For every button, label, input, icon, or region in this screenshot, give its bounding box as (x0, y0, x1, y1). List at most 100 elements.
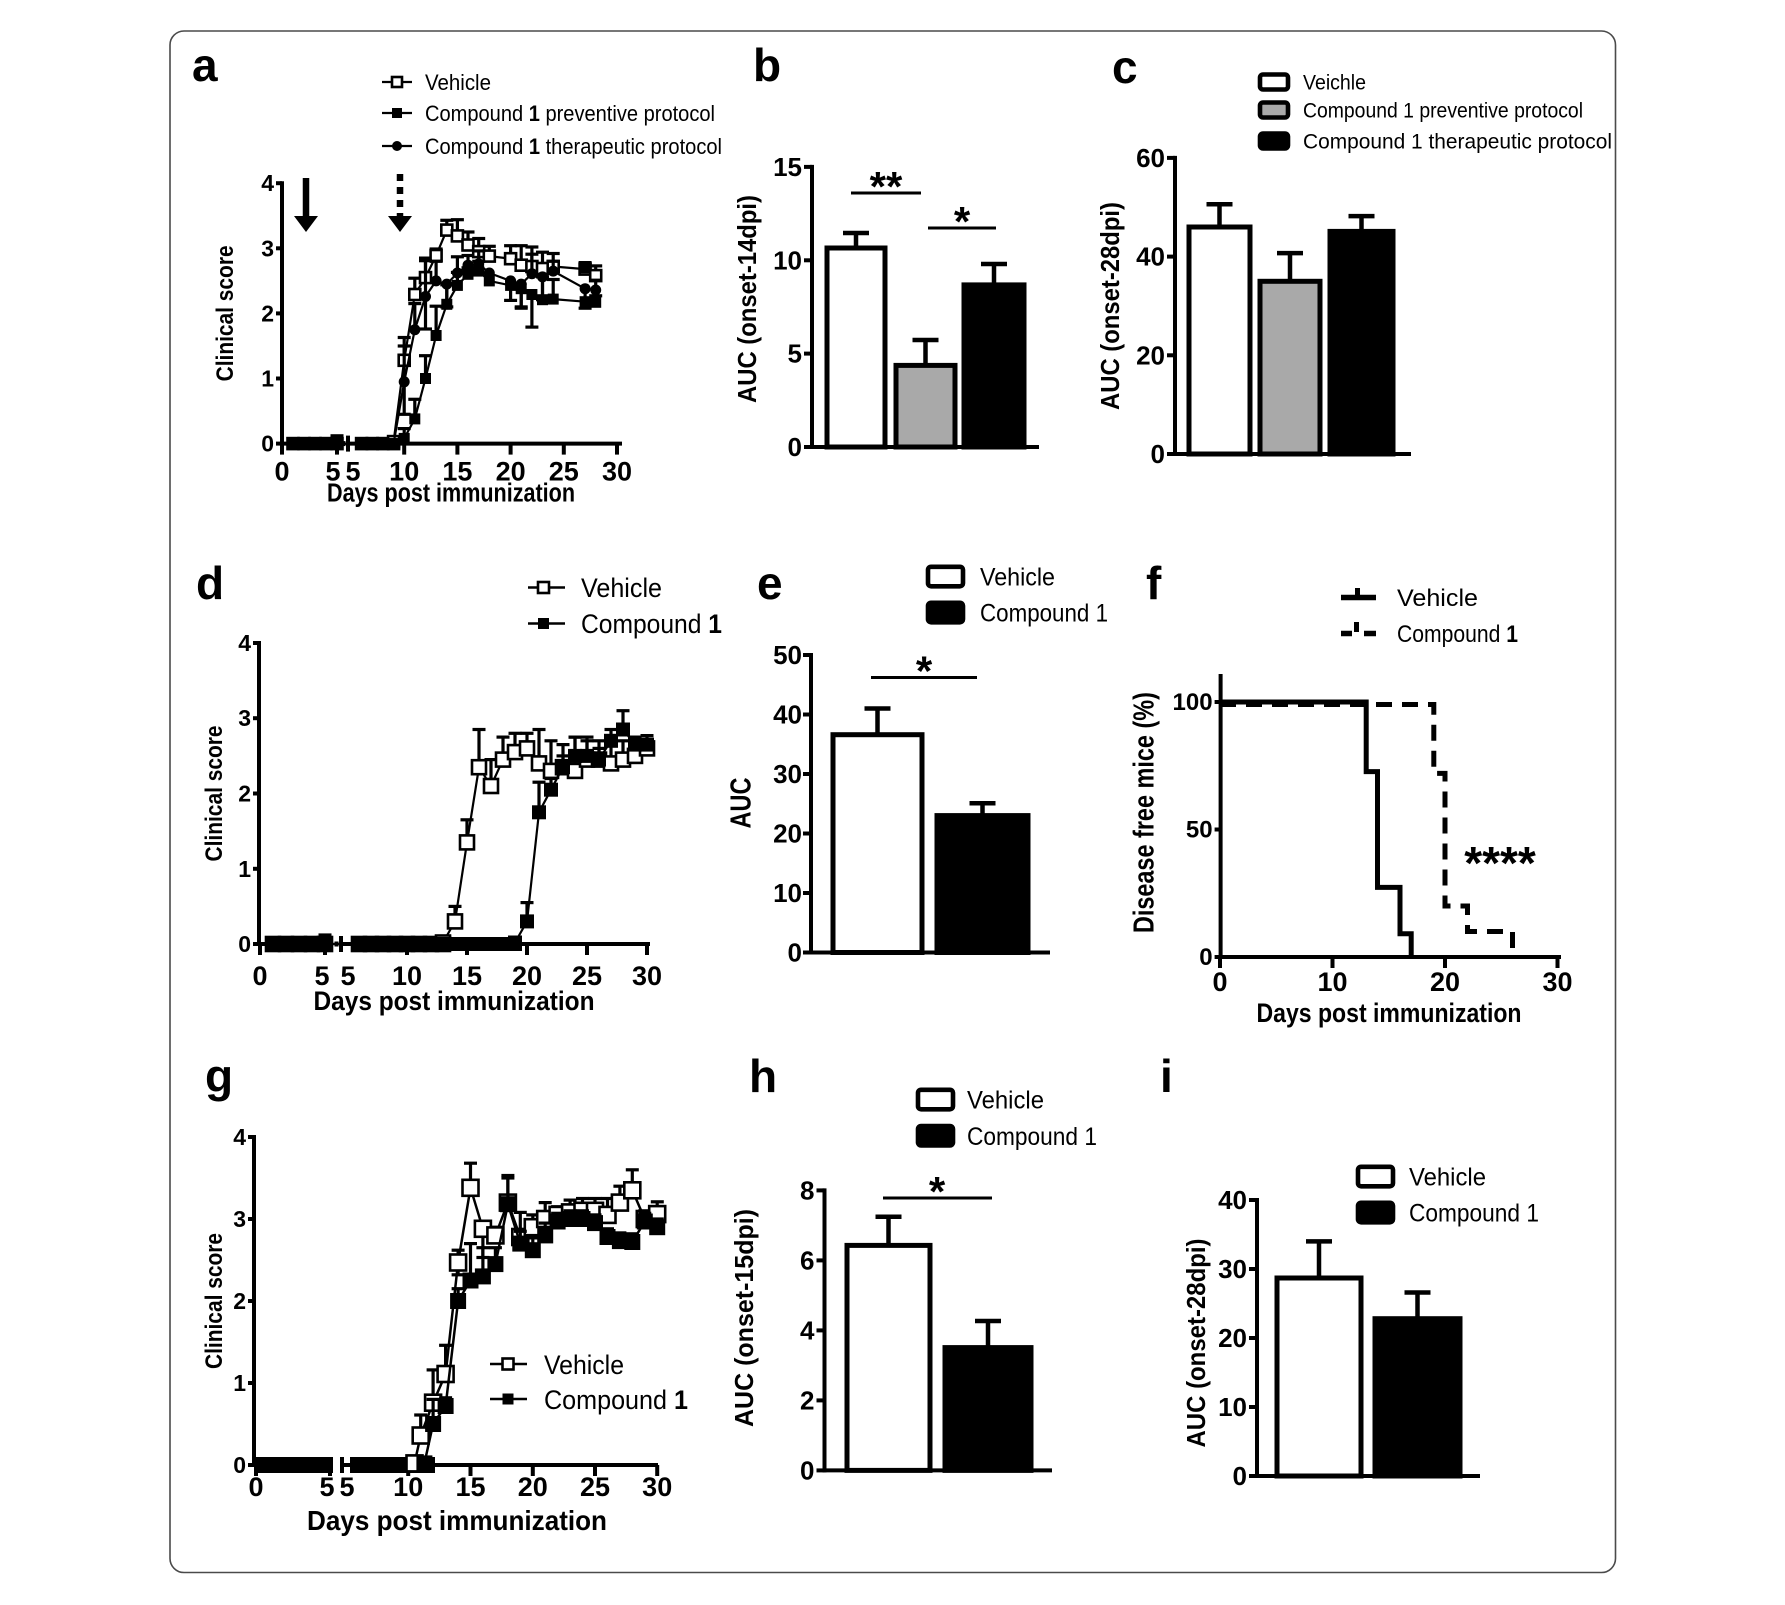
svg-text:*: * (929, 1168, 946, 1215)
svg-text:Disease free mice (%): Disease free mice (%) (1129, 692, 1161, 933)
svg-text:0: 0 (252, 961, 267, 991)
svg-text:AUC: AUC (726, 777, 758, 828)
svg-text:Compound 1: Compound 1 (1409, 1200, 1539, 1228)
svg-text:1: 1 (238, 856, 251, 882)
svg-text:0: 0 (1233, 1461, 1247, 1491)
svg-text:Vehicle: Vehicle (425, 70, 491, 95)
svg-text:Vehicle: Vehicle (581, 573, 662, 603)
svg-text:30: 30 (1542, 967, 1572, 997)
svg-text:5: 5 (319, 1472, 334, 1502)
svg-text:4: 4 (238, 630, 251, 656)
svg-text:20: 20 (1218, 1323, 1247, 1353)
svg-text:0: 0 (788, 938, 802, 968)
svg-text:Clinical score: Clinical score (201, 1233, 228, 1369)
svg-text:f: f (1146, 557, 1162, 609)
svg-text:0: 0 (233, 1452, 246, 1478)
svg-text:6: 6 (800, 1245, 814, 1275)
svg-text:Days post immunization: Days post immunization (1257, 998, 1522, 1028)
svg-text:40: 40 (1218, 1185, 1247, 1215)
svg-text:e: e (757, 557, 783, 609)
svg-text:0: 0 (274, 457, 289, 487)
svg-text:30: 30 (632, 961, 662, 991)
svg-text:d: d (196, 557, 224, 609)
svg-text:30: 30 (773, 759, 802, 789)
svg-text:Vehicle: Vehicle (544, 1350, 624, 1380)
svg-text:20: 20 (773, 819, 802, 849)
svg-text:15: 15 (773, 152, 802, 182)
svg-text:40: 40 (773, 700, 802, 730)
svg-text:a: a (192, 39, 218, 91)
svg-text:5: 5 (314, 961, 329, 991)
svg-text:0: 0 (788, 432, 802, 462)
svg-text:20: 20 (518, 1472, 548, 1502)
svg-text:5: 5 (340, 961, 355, 991)
svg-text:8: 8 (800, 1175, 814, 1205)
svg-text:25: 25 (549, 457, 579, 487)
svg-text:10: 10 (773, 245, 802, 275)
svg-text:10: 10 (1218, 1392, 1247, 1422)
svg-text:25: 25 (580, 1472, 610, 1502)
svg-text:Compound 1 preventive protocol: Compound 1 preventive protocol (425, 101, 715, 126)
svg-text:15: 15 (455, 1472, 485, 1502)
svg-text:Veichle: Veichle (1303, 72, 1366, 95)
svg-text:3: 3 (238, 705, 251, 731)
svg-text:2: 2 (233, 1288, 246, 1314)
svg-text:*: * (954, 198, 971, 245)
svg-text:0: 0 (248, 1472, 263, 1502)
svg-text:50: 50 (773, 640, 802, 670)
svg-text:Days post immunization: Days post immunization (327, 480, 575, 508)
svg-text:Compound 1: Compound 1 (1397, 621, 1518, 648)
svg-text:20: 20 (496, 457, 526, 487)
svg-text:AUC (onset-15dpi): AUC (onset-15dpi) (729, 1209, 759, 1427)
svg-text:Compound 1: Compound 1 (581, 609, 722, 639)
svg-text:0: 0 (1212, 967, 1227, 997)
svg-text:**: ** (870, 163, 903, 210)
svg-text:60: 60 (1136, 143, 1165, 173)
svg-text:Clinical score: Clinical score (201, 726, 228, 862)
svg-text:Compound 1: Compound 1 (980, 600, 1108, 628)
svg-text:2: 2 (261, 300, 274, 326)
svg-text:g: g (205, 1050, 233, 1102)
svg-text:Compound 1 therapeutic protoco: Compound 1 therapeutic protocol (425, 134, 722, 159)
svg-text:AUC (onset-14dpi): AUC (onset-14dpi) (732, 195, 762, 403)
svg-text:20: 20 (512, 961, 542, 991)
svg-text:25: 25 (572, 961, 602, 991)
svg-text:Vehicle: Vehicle (1409, 1164, 1486, 1192)
svg-text:c: c (1112, 41, 1138, 93)
svg-text:Compound 1 preventive protocol: Compound 1 preventive protocol (1303, 100, 1583, 123)
svg-text:30: 30 (602, 457, 632, 487)
svg-text:10: 10 (389, 457, 419, 487)
svg-text:3: 3 (233, 1206, 246, 1232)
svg-text:4: 4 (261, 170, 274, 196)
svg-text:20: 20 (1136, 340, 1165, 370)
svg-text:Compound 1: Compound 1 (544, 1385, 688, 1415)
svg-text:1: 1 (261, 366, 274, 392)
svg-text:30: 30 (1218, 1254, 1247, 1284)
svg-text:2: 2 (800, 1385, 814, 1415)
svg-text:Days post immunization: Days post immunization (307, 1505, 607, 1536)
svg-text:4: 4 (800, 1315, 815, 1345)
svg-text:Compound 1: Compound 1 (967, 1123, 1097, 1151)
svg-text:0: 0 (800, 1455, 814, 1485)
svg-text:10: 10 (773, 878, 802, 908)
svg-text:40: 40 (1136, 242, 1165, 272)
svg-text:10: 10 (1317, 967, 1347, 997)
svg-text:0: 0 (1199, 944, 1212, 971)
svg-text:100: 100 (1173, 689, 1213, 716)
svg-text:1: 1 (233, 1370, 246, 1396)
svg-text:Vehicle: Vehicle (980, 564, 1055, 592)
svg-text:0: 0 (238, 931, 251, 957)
svg-text:5: 5 (345, 457, 360, 487)
svg-text:Clinical score: Clinical score (212, 245, 239, 381)
svg-text:5: 5 (788, 339, 802, 369)
svg-text:30: 30 (642, 1472, 672, 1502)
svg-text:10: 10 (393, 1472, 423, 1502)
svg-text:0: 0 (1151, 439, 1165, 469)
svg-text:Vehicle: Vehicle (1397, 585, 1478, 612)
svg-text:15: 15 (452, 961, 482, 991)
svg-text:Vehicle: Vehicle (967, 1087, 1044, 1115)
svg-text:50: 50 (1186, 817, 1213, 844)
svg-text:15: 15 (442, 457, 472, 487)
svg-text:5: 5 (339, 1472, 354, 1502)
svg-text:h: h (749, 1050, 777, 1102)
